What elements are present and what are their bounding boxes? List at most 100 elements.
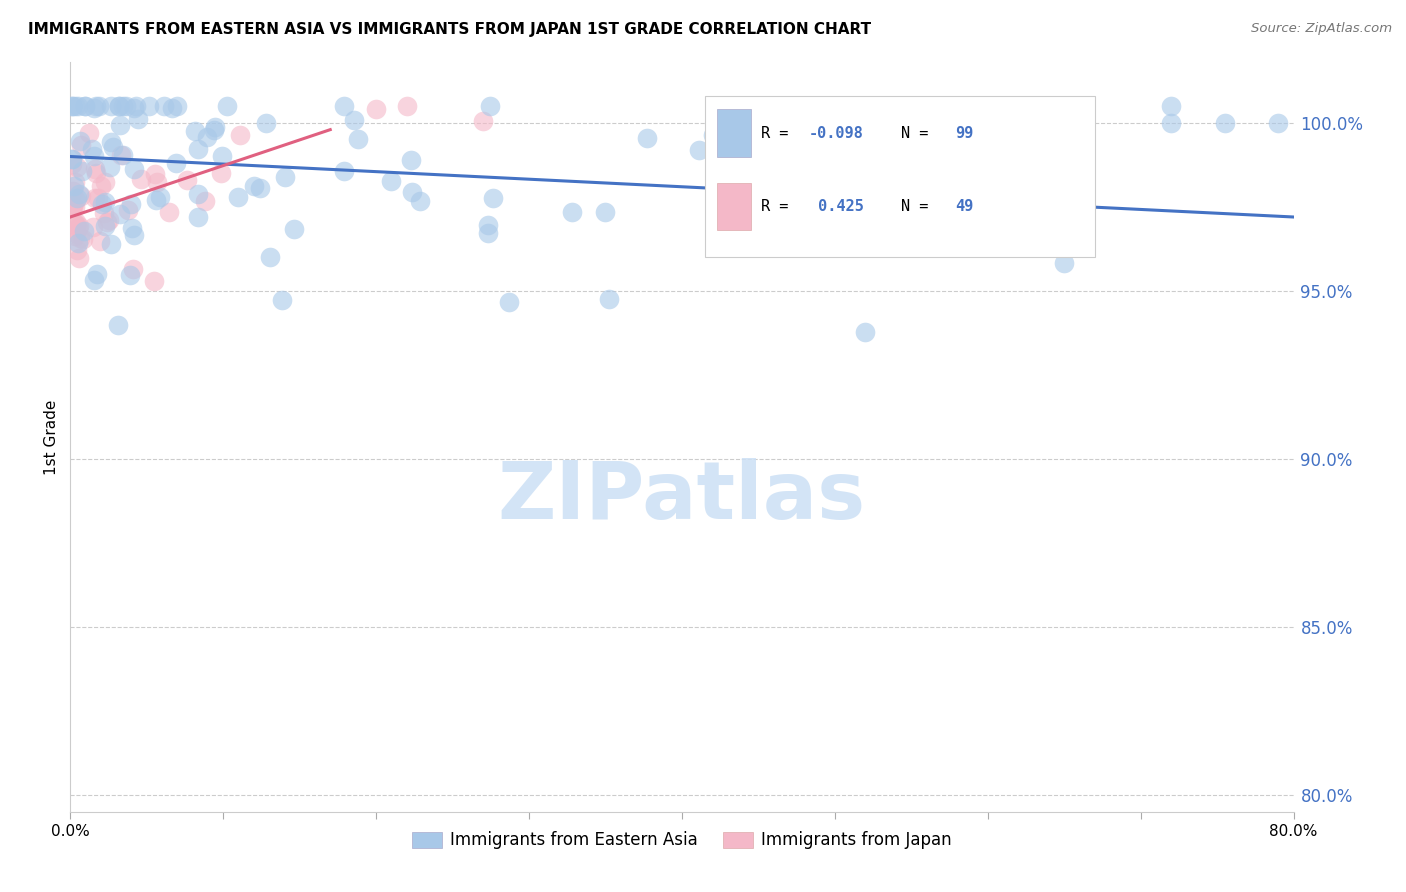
Bar	[717, 110, 751, 156]
Point	[66, 220, 89, 235]
Point	[67, 252, 90, 266]
Point	[87, 191, 110, 205]
Point	[100, 237, 122, 252]
Point	[117, 202, 139, 217]
Point	[60, 153, 83, 167]
Point	[129, 172, 152, 186]
Point	[94, 175, 117, 189]
Point	[194, 194, 217, 208]
Point	[84, 166, 107, 180]
Point	[254, 116, 277, 130]
Point	[1160, 99, 1182, 113]
Point	[69, 134, 91, 148]
Point	[477, 219, 499, 233]
Point	[259, 250, 281, 264]
Point	[595, 205, 617, 219]
Point	[127, 112, 149, 126]
Text: R =: R =	[762, 200, 799, 214]
Point	[66, 236, 89, 251]
Point	[62, 200, 84, 214]
Point	[242, 178, 264, 193]
Point	[72, 232, 94, 246]
Point	[60, 156, 83, 170]
Point	[152, 99, 174, 113]
Point	[65, 175, 87, 189]
Point	[89, 235, 111, 249]
Point	[204, 120, 226, 134]
Bar	[717, 184, 751, 230]
Point	[472, 113, 495, 128]
Point	[63, 179, 86, 194]
Point	[108, 118, 131, 132]
Point	[202, 122, 225, 136]
Point	[107, 318, 129, 333]
Point	[66, 243, 89, 257]
Point	[120, 268, 142, 283]
Point	[94, 219, 117, 234]
Point	[215, 99, 238, 113]
Point	[333, 99, 356, 113]
Point	[66, 191, 89, 205]
Point	[67, 99, 90, 113]
FancyBboxPatch shape	[704, 96, 1095, 257]
Point	[209, 166, 232, 180]
Point	[122, 162, 145, 177]
Point	[83, 101, 105, 115]
Point	[145, 193, 167, 207]
Text: -0.098: -0.098	[808, 126, 863, 141]
Point	[1053, 256, 1076, 270]
Point	[75, 99, 97, 113]
Point	[149, 189, 172, 203]
Point	[211, 149, 233, 163]
Point	[560, 205, 582, 219]
Point	[226, 190, 249, 204]
Point	[65, 200, 87, 214]
Point	[122, 261, 145, 276]
Point	[498, 295, 520, 310]
Text: 0.425: 0.425	[808, 200, 863, 214]
Point	[60, 99, 83, 113]
Point	[67, 219, 90, 233]
Point	[1267, 116, 1289, 130]
Point	[187, 210, 209, 224]
Point	[82, 219, 104, 234]
Point	[122, 228, 145, 243]
Point	[84, 99, 107, 113]
Point	[479, 99, 502, 113]
Point	[160, 101, 183, 115]
Point	[70, 164, 93, 178]
Point	[195, 130, 218, 145]
Point	[94, 194, 117, 209]
Point	[166, 99, 188, 113]
Point	[121, 221, 143, 235]
Point	[62, 184, 84, 198]
Point	[112, 148, 135, 162]
Point	[60, 152, 83, 166]
Point	[157, 205, 180, 219]
Text: ZIPatlas: ZIPatlas	[498, 458, 866, 536]
Point	[1000, 116, 1022, 130]
Point	[65, 193, 87, 207]
Text: N =: N =	[901, 200, 936, 214]
Point	[69, 231, 91, 245]
Point	[138, 99, 160, 113]
Point	[107, 99, 129, 113]
Point	[70, 189, 93, 203]
Point	[66, 160, 89, 174]
Text: 49: 49	[956, 200, 974, 214]
Point	[1160, 116, 1182, 130]
Point	[401, 153, 423, 167]
Point	[482, 190, 505, 204]
Point	[477, 226, 499, 240]
Point	[718, 204, 741, 219]
Point	[86, 267, 108, 281]
Point	[84, 190, 107, 204]
Point	[100, 99, 122, 113]
Point	[395, 99, 418, 113]
Point	[65, 218, 87, 232]
Point	[333, 164, 356, 178]
Point	[283, 221, 305, 235]
Point	[183, 123, 205, 137]
Point	[82, 142, 104, 156]
Point	[187, 142, 209, 156]
